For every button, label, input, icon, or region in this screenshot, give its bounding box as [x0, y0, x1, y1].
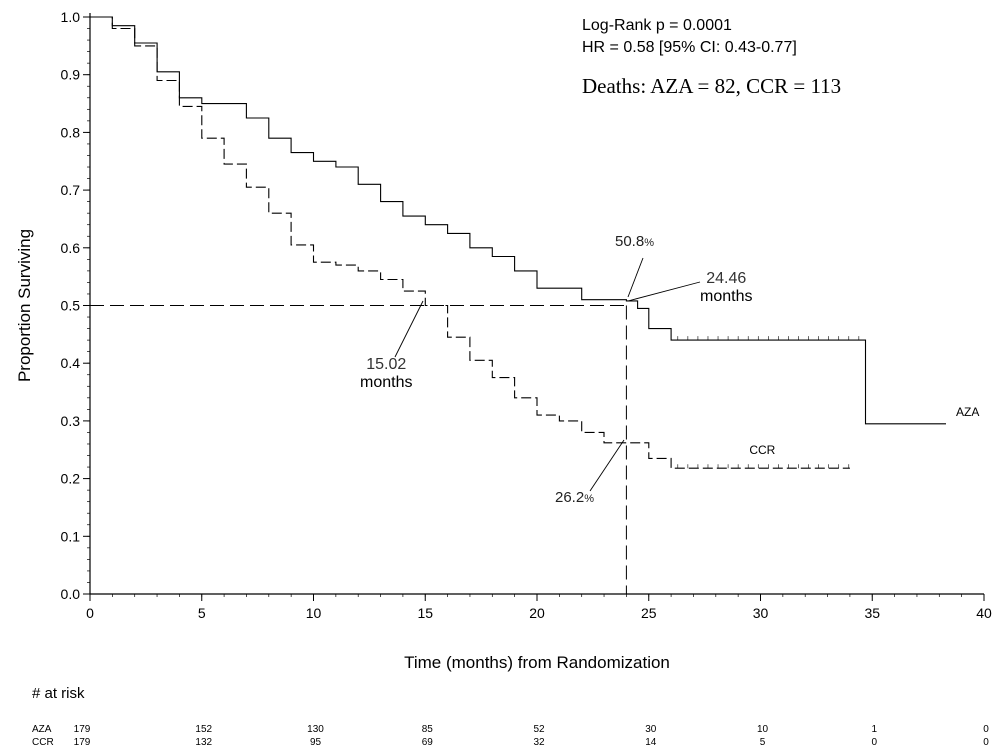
at-risk-header: # at risk: [32, 685, 85, 702]
aza-median-leader: [627, 281, 701, 302]
ccr-median-unit: months: [360, 374, 413, 391]
ccr-percent-leader: [589, 439, 625, 492]
aza-percent-leader: [627, 257, 644, 298]
at-risk-count: 0: [983, 737, 989, 748]
x-tick-label: 20: [529, 605, 545, 621]
at-risk-count: 52: [533, 724, 545, 735]
series-label-aza: AZA: [956, 405, 979, 419]
x-tick-label: 30: [753, 605, 769, 621]
at-risk-row-label: AZA: [32, 724, 52, 735]
at-risk-count: 30: [645, 724, 657, 735]
x-tick-label: 35: [864, 605, 880, 621]
x-tick-label: 0: [86, 605, 94, 621]
aza-percent-sign: %: [644, 237, 654, 249]
x-tick-label: 15: [417, 605, 433, 621]
aza-percent-value: 50.8: [615, 233, 645, 250]
ccr-percent-sign: %: [584, 493, 594, 505]
at-risk-count: 14: [645, 737, 657, 748]
at-risk-count: 0: [871, 737, 877, 748]
at-risk-count: 132: [195, 737, 212, 748]
y-tick-label: 0.3: [61, 413, 81, 429]
axes: 0 5 10 15 20 25 30 35 40 0.0 0.1 0.2 0.3 0.4 0.5 0.6 0.7…: [15, 9, 992, 672]
y-tick-label: 0.1: [61, 528, 81, 544]
at-risk-count: 0: [983, 724, 989, 735]
at-risk-row-label: CCR: [32, 737, 54, 748]
y-tick-label: 0.9: [61, 67, 81, 83]
at-risk-count: 179: [74, 737, 91, 748]
x-tick-label: 40: [976, 605, 992, 621]
survival-curves: [90, 16, 946, 469]
series-aza-curve: [90, 16, 946, 425]
stats-line-1: Log-Rank p = 0.0001: [582, 17, 732, 34]
ccr-median-value: 15.02: [366, 356, 407, 373]
at-risk-count: 85: [422, 724, 434, 735]
y-tick-label: 0.4: [61, 355, 81, 371]
y-tick-label: 0.5: [61, 298, 81, 314]
ccr-percent-value: 26.2: [555, 489, 585, 506]
annotation-leaders: [394, 257, 701, 492]
at-risk-count: 69: [422, 737, 434, 748]
at-risk-count: 130: [307, 724, 324, 735]
chart-labels: AZA CCR: [749, 405, 979, 457]
at-risk-count: 10: [757, 724, 769, 735]
aza-median-value: 24.46: [706, 270, 747, 287]
series-ccr-curve: [90, 16, 850, 469]
x-axis-title: Time (months) from Randomization: [404, 653, 670, 672]
x-tick-label: 25: [641, 605, 657, 621]
stats-line-3: Deaths: AZA = 82, CCR = 113: [582, 74, 842, 98]
x-tick-label: 5: [198, 605, 206, 621]
series-label-ccr: CCR: [749, 443, 775, 457]
y-tick-label: 0.2: [61, 471, 81, 487]
aza-percent-label: 50.8%: [615, 233, 654, 250]
aza-median-label: 24.46 months: [700, 270, 752, 306]
at-risk-count: 32: [533, 737, 545, 748]
y-tick-label: 0.7: [61, 182, 81, 198]
at-risk-count: 179: [74, 724, 91, 735]
x-tick-label: 10: [306, 605, 322, 621]
ccr-percent-label: 26.2%: [555, 489, 594, 506]
aza-median-unit: months: [700, 288, 753, 305]
ccr-median-leader: [394, 300, 424, 358]
y-axis-title: Proportion Surviving: [15, 229, 34, 382]
reference-lines: [90, 305, 627, 594]
at-risk-count: 95: [310, 737, 322, 748]
y-tick-label: 0.0: [61, 586, 81, 602]
at-risk-count: 1: [871, 724, 877, 735]
y-tick-label: 0.6: [61, 240, 81, 256]
at-risk-count: 152: [195, 724, 212, 735]
y-tick-label: 0.8: [61, 124, 81, 140]
y-tick-label: 1.0: [61, 9, 81, 25]
at-risk-count: 5: [760, 737, 766, 748]
stats-line-2: HR = 0.58 [95% CI: 0.43-0.77]: [582, 39, 797, 56]
ccr-median-label: 15.02 months: [360, 356, 412, 392]
